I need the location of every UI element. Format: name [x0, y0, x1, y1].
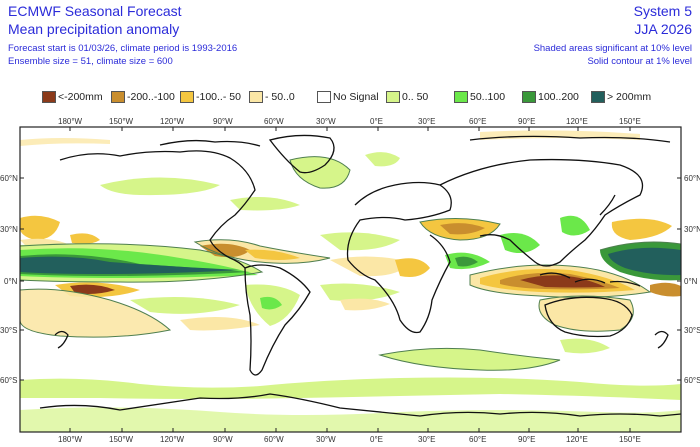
legend-label: -200..-100: [127, 91, 175, 103]
lat-label-right: 30°N: [684, 225, 700, 234]
system-label: System 5: [633, 3, 692, 19]
lon-label-top: 120°W: [160, 117, 185, 126]
lon-label-top: 150°W: [109, 117, 134, 126]
color-legend: <-200mm -200..-100 -100..- 50 - 50..0 No…: [0, 89, 700, 105]
legend-label: - 50..0: [265, 91, 295, 103]
legend-label: 0.. 50: [402, 91, 429, 103]
lon-label-bottom: 30°W: [316, 435, 336, 444]
lon-label-top: 30°W: [316, 117, 336, 126]
legend-item-100-50: -100..- 50: [180, 89, 241, 105]
lat-label-right: 60°N: [684, 174, 700, 183]
legend-label: 100..200: [538, 91, 579, 103]
lat-label-left: 0°N: [4, 277, 18, 286]
lon-label-bottom: 0°E: [370, 435, 383, 444]
lon-label-bottom: 150°E: [619, 435, 641, 444]
lat-label-left: 60°N: [0, 174, 18, 183]
lon-label-top: 90°W: [213, 117, 233, 126]
legend-item-no-signal: No Signal: [317, 89, 379, 105]
lon-label-bottom: 60°W: [264, 435, 284, 444]
legend-swatch: [386, 91, 400, 103]
title: ECMWF Seasonal Forecast: [8, 3, 182, 19]
lon-label-bottom: 90°E: [518, 435, 536, 444]
significance-note: Shaded areas significant at 10% level: [533, 43, 692, 54]
lon-label-top: 180°W: [58, 117, 83, 126]
legend-item-50-0: - 50..0: [249, 89, 295, 105]
anomaly-fields: [20, 127, 681, 432]
lon-label-bottom: 30°E: [418, 435, 436, 444]
lon-label-top: 0°E: [370, 117, 383, 126]
lon-label-top: 90°E: [518, 117, 536, 126]
lon-label-top: 60°E: [469, 117, 487, 126]
legend-item-100-200: 100..200: [522, 89, 579, 105]
legend-swatch: [591, 91, 605, 103]
lon-label-bottom: 120°E: [566, 435, 588, 444]
legend-item-200-100: -200..-100: [111, 89, 175, 105]
lon-label-top: 150°E: [619, 117, 641, 126]
lon-label-top: 30°E: [418, 117, 436, 126]
legend-label: -100..- 50: [196, 91, 241, 103]
subtitle: Mean precipitation anomaly: [8, 21, 180, 37]
legend-item-50-100: 50..100: [454, 89, 505, 105]
legend-label: > 200mm: [607, 91, 652, 103]
lat-label-right: 60°S: [684, 376, 700, 385]
legend-swatch: [249, 91, 263, 103]
lon-label-bottom: 150°W: [109, 435, 134, 444]
legend-swatch: [42, 91, 56, 103]
ensemble-info: Ensemble size = 51, climate size = 600: [8, 56, 173, 67]
axis-ticks: [20, 127, 681, 432]
legend-swatch: [111, 91, 125, 103]
legend-label: <-200mm: [58, 91, 103, 103]
lon-label-bottom: 90°W: [213, 435, 233, 444]
lon-label-bottom: 180°W: [58, 435, 83, 444]
lat-label-right: 0°N: [684, 277, 698, 286]
legend-label: 50..100: [470, 91, 506, 103]
legend-swatch: [454, 91, 468, 103]
legend-item-gt-200: > 200mm: [591, 89, 651, 105]
forecast-info: Forecast start is 01/03/26, climate peri…: [8, 43, 238, 54]
coastlines: [39, 134, 681, 417]
legend-swatch: [180, 91, 194, 103]
legend-label: No Signal: [333, 91, 379, 103]
lon-label-bottom: 120°W: [160, 435, 185, 444]
lat-label-left: 30°N: [0, 225, 18, 234]
legend-swatch: [317, 91, 331, 103]
legend-item-0-50: 0.. 50: [386, 89, 428, 105]
map-frame: [19, 126, 682, 433]
lon-label-top: 60°W: [264, 117, 284, 126]
lat-label-left: 30°S: [0, 326, 18, 335]
contour-note: Solid contour at 1% level: [587, 56, 692, 67]
lat-label-left: 60°S: [0, 376, 18, 385]
lon-label-top: 120°E: [566, 117, 588, 126]
season-label: JJA 2026: [634, 21, 692, 37]
legend-swatch: [522, 91, 536, 103]
lon-label-bottom: 60°E: [469, 435, 487, 444]
legend-item-lt-200: <-200mm: [42, 89, 103, 105]
significance-contours: [20, 156, 681, 371]
lat-label-right: 30°S: [684, 326, 700, 335]
